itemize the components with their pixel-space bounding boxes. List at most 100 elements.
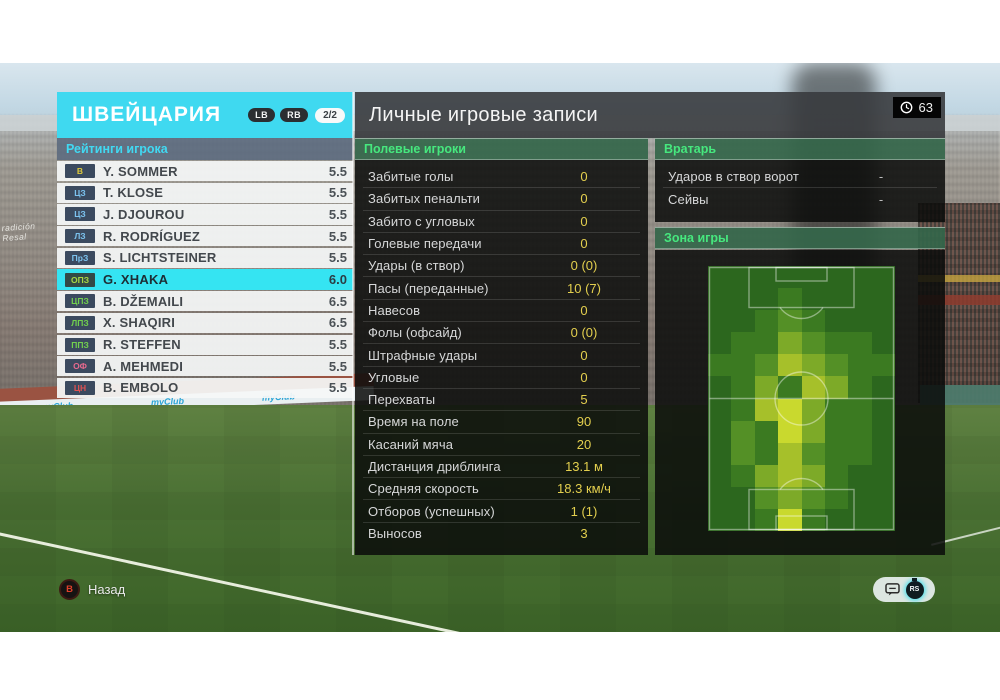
time-badge: 63 [892, 97, 941, 118]
stadium-banner-yellow [918, 275, 1000, 282]
heatmap-cell [801, 398, 825, 421]
heatmap-cell [708, 332, 732, 355]
position-badge: ПрЗ [65, 250, 95, 265]
stat-row: Забито с угловых 0 [363, 211, 640, 233]
stat-value: 0 [580, 302, 588, 318]
heatmap-cell [778, 420, 802, 443]
rb-button[interactable]: RB [280, 108, 309, 122]
player-name: Y. SOMMER [103, 163, 178, 179]
heatmap-cell [754, 398, 779, 421]
stat-label: Забитых пенальти [368, 191, 481, 207]
lb-button[interactable]: LB [248, 108, 276, 122]
stat-label: Забитые голы [368, 169, 454, 185]
player-rating: 6.5 [328, 293, 347, 309]
stat-value: 0 [580, 169, 588, 185]
goalkeeper-header-label: Вратарь [664, 142, 717, 156]
heatmap-cell [871, 420, 895, 443]
heatmap-cell [824, 288, 849, 311]
heatmap-cell [824, 332, 849, 355]
player-name: X. SHAQIRI [103, 315, 176, 331]
position-badge: ОФ [65, 359, 95, 374]
player-name: B. DŽEMAILI [103, 293, 184, 309]
back-control[interactable]: B Назад [59, 579, 125, 600]
heatmap-cell [801, 420, 825, 443]
stat-label: Сейвы [668, 191, 709, 207]
position-badge: ЦН [65, 380, 95, 395]
player-row[interactable]: ЦЗ T. KLOSE 5.5 [57, 182, 353, 203]
heatmap-cell [848, 310, 872, 333]
page-indicator: 2/2 [315, 107, 345, 123]
stat-row: Забитых пенальти 0 [363, 188, 640, 211]
heatmap-cell [778, 442, 802, 465]
heatmap-cell [801, 464, 825, 487]
right-stick-icon[interactable]: RS [905, 577, 924, 599]
heatmap-cell [824, 442, 849, 465]
stat-value: 10 (7) [567, 280, 601, 296]
heatmap-cell [754, 486, 779, 509]
player-name: S. LICHTSTEINER [103, 250, 217, 266]
gamepad-b-icon[interactable]: B [59, 579, 80, 600]
stat-value: 1 (1) [570, 503, 598, 519]
heatmap-cell [871, 376, 895, 399]
player-row[interactable]: ОПЗ G. XHAKA 6.0 [57, 269, 353, 290]
heatmap-cell [801, 486, 825, 509]
stat-row: Фолы (офсайд) 0 (0) [363, 322, 640, 345]
player-row[interactable]: ЛЗ R. RODRÍGUEZ 5.5 [57, 226, 353, 247]
player-rating: 5.5 [328, 228, 347, 244]
heatmap-cell [801, 442, 825, 465]
position-badge: ЛЗ [65, 229, 95, 244]
play-zone-header-label: Зона игры [664, 231, 729, 245]
heatmap-cell [801, 354, 825, 377]
heatmap-cell [731, 266, 755, 289]
stat-row: Штрафные удары 0 [363, 344, 640, 367]
heatmap-cell [824, 310, 849, 333]
ratings-section-title: Рейтинги игрока [66, 142, 168, 156]
heatmap-cell [778, 508, 802, 531]
stat-label: Голевые передачи [368, 236, 482, 252]
heatmap-cell [731, 310, 755, 333]
heatmap-cell [778, 310, 802, 333]
heatmap-cell [731, 420, 755, 443]
heatmap-cell [708, 266, 732, 289]
player-row[interactable]: ППЗ R. STEFFEN 5.5 [57, 334, 353, 355]
player-row[interactable]: В Y. SOMMER 5.5 [57, 161, 353, 182]
heatmap-cell [848, 398, 872, 421]
heatmap-cell [871, 464, 895, 487]
heatmap-cell [708, 442, 732, 465]
heatmap-cell [848, 508, 872, 531]
player-name: T. KLOSE [103, 185, 164, 201]
heatmap-cell [801, 288, 825, 311]
stat-row: Средняя скорость 18.3 км/ч [363, 478, 640, 501]
player-row[interactable]: ЦН B. EMBOLO 5.5 [57, 377, 353, 399]
player-row[interactable]: ЦЗ J. DJOUROU 5.5 [57, 204, 353, 225]
stat-value: - [878, 191, 884, 207]
heatmap-cell [754, 420, 779, 443]
player-row[interactable]: ПрЗ S. LICHTSTEINER 5.5 [57, 247, 353, 268]
chat-bubble-icon[interactable] [884, 583, 900, 596]
stat-row: Удары (в створ) 0 (0) [363, 255, 640, 278]
player-row[interactable]: ОФ A. MEHMEDI 5.5 [57, 356, 353, 377]
player-name: R. STEFFEN [103, 337, 181, 353]
player-name: G. XHAKA [103, 272, 169, 288]
heatmap-cell [848, 288, 872, 311]
player-name: B. EMBOLO [103, 380, 179, 396]
stat-row: Отборов (успешных) 1 (1) [363, 500, 640, 523]
team-name: ШВЕЙЦАРИЯ [72, 103, 222, 126]
time-value: 63 [918, 100, 933, 115]
player-row[interactable]: ЦПЗ B. DŽEMAILI 6.5 [57, 291, 353, 312]
heatmap-cell [754, 376, 779, 399]
heatmap-cell [731, 332, 755, 355]
stat-value: 0 [580, 213, 588, 229]
heatmap-cell [824, 508, 849, 531]
heatmap-cell [871, 266, 895, 289]
player-row[interactable]: ЛПЗ X. SHAQIRI 6.5 [57, 312, 353, 333]
back-label: Назад [88, 582, 126, 597]
panel-divider [352, 92, 354, 555]
stadium-banner-red [918, 295, 1000, 305]
heatmap-cell [848, 266, 872, 289]
stats-title-bar: Личные игровые записи 63 [355, 92, 945, 138]
heatmap-cell [801, 376, 825, 399]
stat-value: 13.1 м [565, 459, 603, 474]
field-players-header: Полевые игроки [355, 138, 648, 160]
heatmap-cell [871, 442, 895, 465]
